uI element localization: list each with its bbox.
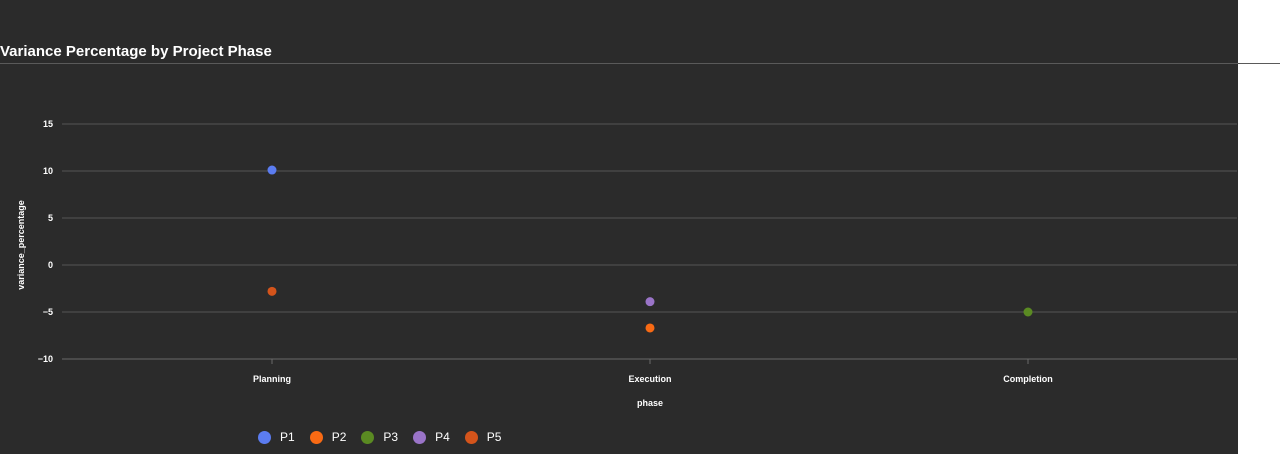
x-tick-label: Completion xyxy=(1003,374,1053,384)
y-tick-label: −5 xyxy=(43,307,53,317)
chart-legend: P1 P2 P3 P4 P5 xyxy=(258,430,516,444)
y-axis-ticks: 15 10 5 0 −5 −10 xyxy=(38,119,53,364)
y-axis-label: variance_percentage xyxy=(16,200,26,290)
y-tick-label: 10 xyxy=(43,166,53,176)
legend-swatch xyxy=(361,430,375,444)
x-tick-label: Execution xyxy=(628,374,671,384)
y-tick-label: 0 xyxy=(48,260,53,270)
legend-label: P2 xyxy=(331,430,347,444)
gridlines xyxy=(62,123,1237,360)
x-axis-ticks: Planning Execution Completion xyxy=(253,359,1053,384)
legend-swatch xyxy=(258,430,271,444)
data-point-p2[interactable] xyxy=(645,323,655,333)
legend-item-p4[interactable]: P4 xyxy=(413,430,450,444)
x-axis-label: phase xyxy=(637,398,663,408)
legend-label: P5 xyxy=(486,430,502,444)
y-tick-label: 15 xyxy=(43,119,53,129)
chart-title: Variance Percentage by Project Phase xyxy=(0,43,272,60)
data-point-p1[interactable] xyxy=(267,165,277,175)
legend-label: P3 xyxy=(383,430,399,444)
data-points xyxy=(267,165,1033,333)
chart-panel xyxy=(0,0,1238,454)
x-tick-label: Planning xyxy=(253,374,291,384)
legend-item-p2[interactable]: P2 xyxy=(309,430,347,444)
legend-swatch xyxy=(464,430,478,444)
data-point-p5[interactable] xyxy=(267,286,277,296)
legend-swatch xyxy=(309,430,323,444)
data-point-p4[interactable] xyxy=(645,297,655,307)
legend-item-p5[interactable]: P5 xyxy=(464,430,502,444)
legend-swatch xyxy=(413,430,427,444)
legend-item-p1[interactable]: P1 xyxy=(258,430,295,444)
data-point-p3[interactable] xyxy=(1023,307,1033,317)
y-tick-label: −10 xyxy=(38,354,53,364)
legend-label: P4 xyxy=(435,430,450,444)
legend-label: P1 xyxy=(280,430,295,444)
title-divider xyxy=(0,63,1280,64)
legend-item-p3[interactable]: P3 xyxy=(361,430,398,444)
y-tick-label: 5 xyxy=(48,213,53,223)
